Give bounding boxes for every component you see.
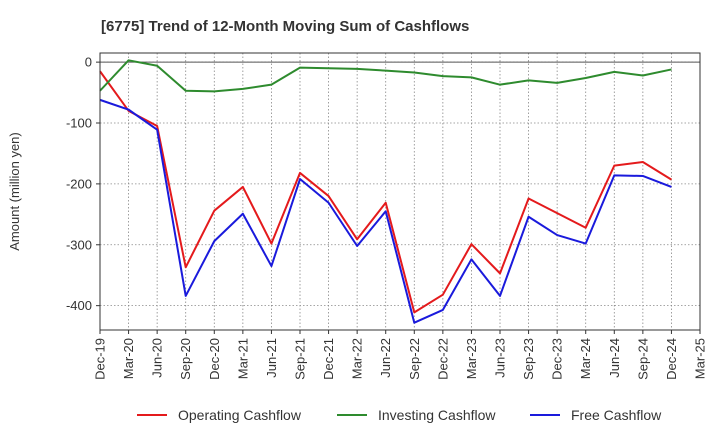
series-line-1 (99, 70, 672, 314)
legend: Operating Cashflow Investing Cashflow Free… (137, 407, 662, 423)
x-tick-label: Dec-22 (435, 338, 450, 380)
x-tick-label: Jun-23 (493, 338, 508, 378)
x-tick-label: Jun-22 (378, 338, 393, 378)
y-tick-label: -200 (66, 176, 92, 191)
series-line-3 (99, 98, 672, 324)
legend-label: Operating Cashflow (178, 407, 302, 423)
x-tick-label: Jun-24 (607, 338, 622, 378)
x-axis-ticks: Dec-19 Mar-20 Jun-20 Sep-20 Dec-20 Mar-21 Jun-… (93, 330, 708, 380)
x-tick-label: Dec-20 (207, 338, 222, 380)
x-tick-label: Mar-24 (578, 338, 593, 379)
x-tick-label: Dec-21 (321, 338, 336, 380)
legend-label: Free Cashflow (571, 407, 662, 423)
x-tick-label: Sep-22 (407, 338, 422, 380)
y-axis-label: Amount (million yen) (7, 132, 22, 251)
x-tick-label: Mar-20 (121, 338, 136, 379)
x-tick-label: Jun-20 (150, 338, 165, 378)
x-tick-label: Dec-19 (93, 338, 108, 380)
y-tick-label: -300 (66, 237, 92, 252)
x-tick-label: Sep-24 (635, 338, 650, 380)
chart-title: [6775] Trend of 12-Month Moving Sum of C… (101, 18, 469, 35)
y-axis-ticks: 0 -100 -200 -300 -400 (66, 55, 100, 313)
grid-lines (99, 53, 701, 330)
x-tick-label: Mar-25 (693, 338, 708, 379)
x-tick-label: Jun-21 (264, 338, 279, 378)
x-tick-label: Sep-23 (521, 338, 536, 380)
y-tick-label: -100 (66, 116, 92, 131)
legend-label: Investing Cashflow (378, 407, 496, 423)
series-lines (99, 59, 672, 324)
series-line-2 (99, 59, 672, 93)
x-tick-label: Mar-22 (350, 338, 365, 379)
x-tick-label: Dec-24 (664, 338, 679, 380)
y-tick-label: -400 (66, 298, 92, 313)
x-tick-label: Mar-23 (464, 338, 479, 379)
x-tick-label: Sep-20 (178, 338, 193, 380)
x-tick-label: Sep-21 (293, 338, 308, 380)
y-tick-label: 0 (85, 55, 92, 70)
x-tick-label: Dec-23 (550, 338, 565, 380)
plot-frame (99, 52, 701, 331)
x-tick-label: Mar-21 (235, 338, 250, 379)
